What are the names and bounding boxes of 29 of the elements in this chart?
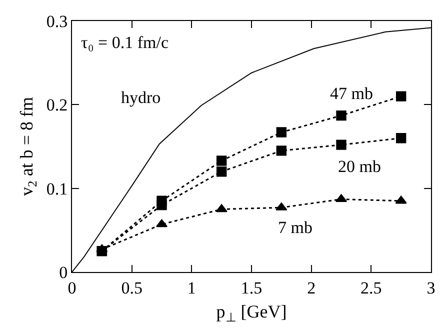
- point: [216, 166, 227, 177]
- point: [276, 146, 287, 156]
- point: [276, 127, 287, 138]
- point: [336, 110, 346, 121]
- x-tick-label: 3: [426, 278, 436, 298]
- y-tick-label: 0.3: [46, 12, 68, 31]
- point: [216, 204, 228, 212]
- point: [156, 200, 167, 210]
- point: [395, 196, 407, 204]
- point: [216, 156, 227, 166]
- point: [336, 140, 346, 150]
- y-tick-label: 0.1: [46, 179, 68, 198]
- x-tick-label: 0.5: [121, 278, 142, 298]
- series-label: 7 mb: [278, 218, 312, 237]
- x-tick-label: 2.5: [360, 278, 382, 298]
- x-axis-title: p$_{⊥}$ [GeV]: [216, 302, 287, 324]
- series-label: 47 mb: [330, 84, 373, 103]
- y-tick-label: 0.2: [46, 96, 68, 115]
- point: [96, 244, 108, 252]
- point: [276, 202, 288, 210]
- x-tick-label: 1.5: [240, 278, 262, 298]
- series-label: hydro: [121, 88, 161, 107]
- annotation: τ₀ = 0.1 fm/c: [81, 33, 169, 52]
- x-tick-label: 1: [187, 278, 196, 298]
- point: [396, 91, 406, 102]
- series-label: 20 mb: [338, 157, 381, 176]
- point: [396, 133, 406, 144]
- x-tick-label: 2: [307, 278, 316, 298]
- y-tick-label: 0: [59, 262, 68, 282]
